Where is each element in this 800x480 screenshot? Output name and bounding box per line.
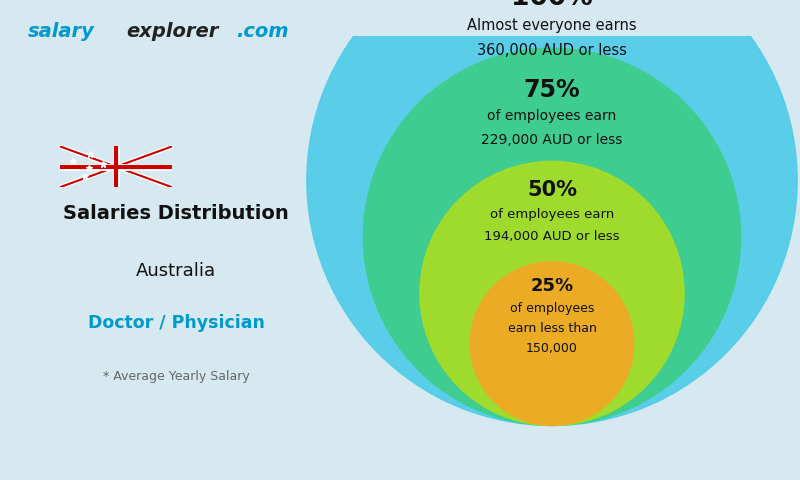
Text: Salaries Distribution: Salaries Distribution xyxy=(63,204,289,223)
Text: 100%: 100% xyxy=(511,0,593,11)
Text: of employees earn: of employees earn xyxy=(487,109,617,123)
Text: 229,000 AUD or less: 229,000 AUD or less xyxy=(482,133,622,147)
Text: explorer: explorer xyxy=(126,22,219,41)
Text: Almost everyone earns: Almost everyone earns xyxy=(467,18,637,33)
Circle shape xyxy=(420,161,684,425)
Circle shape xyxy=(307,0,797,425)
Text: 150,000: 150,000 xyxy=(526,342,578,355)
Text: 25%: 25% xyxy=(530,277,574,295)
Circle shape xyxy=(470,262,634,425)
Text: 360,000 AUD or less: 360,000 AUD or less xyxy=(477,43,627,58)
Text: 194,000 AUD or less: 194,000 AUD or less xyxy=(484,230,620,243)
Text: Doctor / Physician: Doctor / Physician xyxy=(87,314,265,332)
Text: 75%: 75% xyxy=(524,78,580,102)
Text: earn less than: earn less than xyxy=(507,322,597,335)
Text: of employees: of employees xyxy=(510,302,594,315)
Text: * Average Yearly Salary: * Average Yearly Salary xyxy=(102,370,250,383)
Text: .com: .com xyxy=(236,22,289,41)
Text: 50%: 50% xyxy=(527,180,577,200)
Circle shape xyxy=(363,48,741,425)
Text: Australia: Australia xyxy=(136,262,216,279)
Text: of employees earn: of employees earn xyxy=(490,208,614,221)
Text: salary: salary xyxy=(28,22,95,41)
